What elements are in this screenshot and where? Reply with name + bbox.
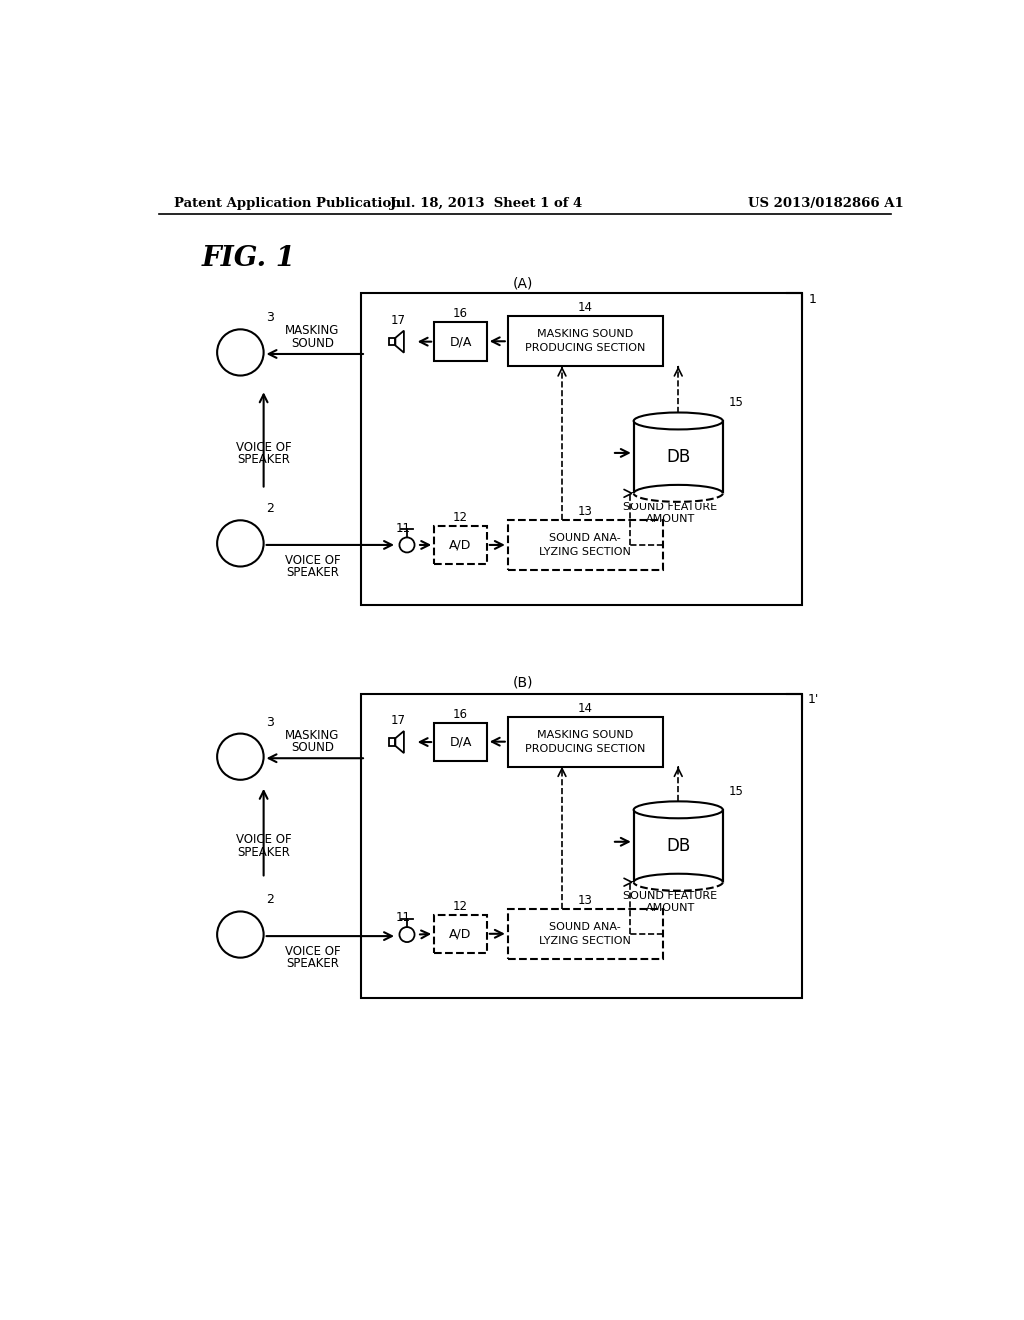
Text: LYZING SECTION: LYZING SECTION xyxy=(540,936,631,946)
Bar xyxy=(434,723,486,762)
Polygon shape xyxy=(395,731,403,754)
Text: 1: 1 xyxy=(809,293,817,306)
Text: 11: 11 xyxy=(395,521,411,535)
Text: MASKING: MASKING xyxy=(286,325,340,338)
Text: 3: 3 xyxy=(266,312,273,325)
Text: SPEAKER: SPEAKER xyxy=(286,566,339,579)
Text: 15: 15 xyxy=(729,396,743,409)
Text: US 2013/0182866 A1: US 2013/0182866 A1 xyxy=(748,197,903,210)
Text: SOUND FEATURE: SOUND FEATURE xyxy=(624,891,718,902)
Text: 12: 12 xyxy=(453,511,468,524)
Text: 16: 16 xyxy=(453,308,468,321)
Text: SPEAKER: SPEAKER xyxy=(286,957,339,970)
Text: MASKING: MASKING xyxy=(286,729,340,742)
Text: PRODUCING SECTION: PRODUCING SECTION xyxy=(525,343,645,354)
Text: 13: 13 xyxy=(578,506,593,519)
Text: Jul. 18, 2013  Sheet 1 of 4: Jul. 18, 2013 Sheet 1 of 4 xyxy=(390,197,583,210)
Bar xyxy=(389,338,395,346)
Circle shape xyxy=(399,537,415,553)
Text: A/D: A/D xyxy=(450,927,472,940)
Text: DB: DB xyxy=(667,447,690,466)
Circle shape xyxy=(399,927,415,942)
Circle shape xyxy=(217,520,263,566)
Bar xyxy=(508,317,663,367)
Text: 1': 1' xyxy=(807,693,819,706)
Ellipse shape xyxy=(634,874,723,891)
Text: SOUND: SOUND xyxy=(291,741,334,754)
Bar xyxy=(508,717,663,767)
Text: Patent Application Publication: Patent Application Publication xyxy=(174,197,401,210)
Bar xyxy=(434,915,486,953)
Text: VOICE OF: VOICE OF xyxy=(285,945,340,958)
Text: MASKING SOUND: MASKING SOUND xyxy=(538,730,634,739)
Ellipse shape xyxy=(634,801,723,818)
Text: FIG. 1: FIG. 1 xyxy=(202,246,296,272)
Text: 17: 17 xyxy=(390,714,406,727)
Circle shape xyxy=(217,911,263,958)
Circle shape xyxy=(217,330,263,376)
Text: 2: 2 xyxy=(266,894,273,907)
Bar xyxy=(389,738,395,746)
Text: D/A: D/A xyxy=(450,735,472,748)
Text: SOUND: SOUND xyxy=(291,337,334,350)
Bar xyxy=(360,693,802,998)
Text: AMOUNT: AMOUNT xyxy=(646,513,695,524)
Text: SPEAKER: SPEAKER xyxy=(238,846,290,859)
Text: 2: 2 xyxy=(266,502,273,515)
Text: PRODUCING SECTION: PRODUCING SECTION xyxy=(525,743,645,754)
Text: LYZING SECTION: LYZING SECTION xyxy=(540,548,631,557)
Text: VOICE OF: VOICE OF xyxy=(236,833,292,846)
Polygon shape xyxy=(395,330,403,352)
Bar xyxy=(632,882,724,891)
Text: 11: 11 xyxy=(395,911,411,924)
Text: AMOUNT: AMOUNT xyxy=(646,903,695,912)
Bar xyxy=(634,421,723,494)
Text: A/D: A/D xyxy=(450,539,472,552)
Bar xyxy=(632,494,724,503)
Bar xyxy=(508,520,663,570)
Text: 15: 15 xyxy=(729,785,743,797)
Bar xyxy=(634,810,723,882)
Text: SOUND ANA-: SOUND ANA- xyxy=(549,923,622,932)
Text: 13: 13 xyxy=(578,894,593,907)
Text: 14: 14 xyxy=(578,702,593,714)
Text: 16: 16 xyxy=(453,708,468,721)
Text: MASKING SOUND: MASKING SOUND xyxy=(538,330,634,339)
Text: SOUND ANA-: SOUND ANA- xyxy=(549,533,622,544)
Text: 14: 14 xyxy=(578,301,593,314)
Bar xyxy=(434,322,486,360)
Text: SOUND FEATURE: SOUND FEATURE xyxy=(624,502,718,512)
Circle shape xyxy=(217,734,263,780)
Text: (A): (A) xyxy=(513,276,534,290)
Text: 12: 12 xyxy=(453,899,468,912)
Text: D/A: D/A xyxy=(450,335,472,348)
Bar xyxy=(434,525,486,564)
Bar xyxy=(508,909,663,960)
Text: DB: DB xyxy=(667,837,690,854)
Text: 3: 3 xyxy=(266,715,273,729)
Ellipse shape xyxy=(634,484,723,502)
Text: 17: 17 xyxy=(390,314,406,326)
Bar xyxy=(360,293,802,605)
Text: (B): (B) xyxy=(513,675,534,689)
Text: VOICE OF: VOICE OF xyxy=(285,554,340,566)
Text: SPEAKER: SPEAKER xyxy=(238,453,290,466)
Ellipse shape xyxy=(634,412,723,429)
Text: VOICE OF: VOICE OF xyxy=(236,441,292,454)
